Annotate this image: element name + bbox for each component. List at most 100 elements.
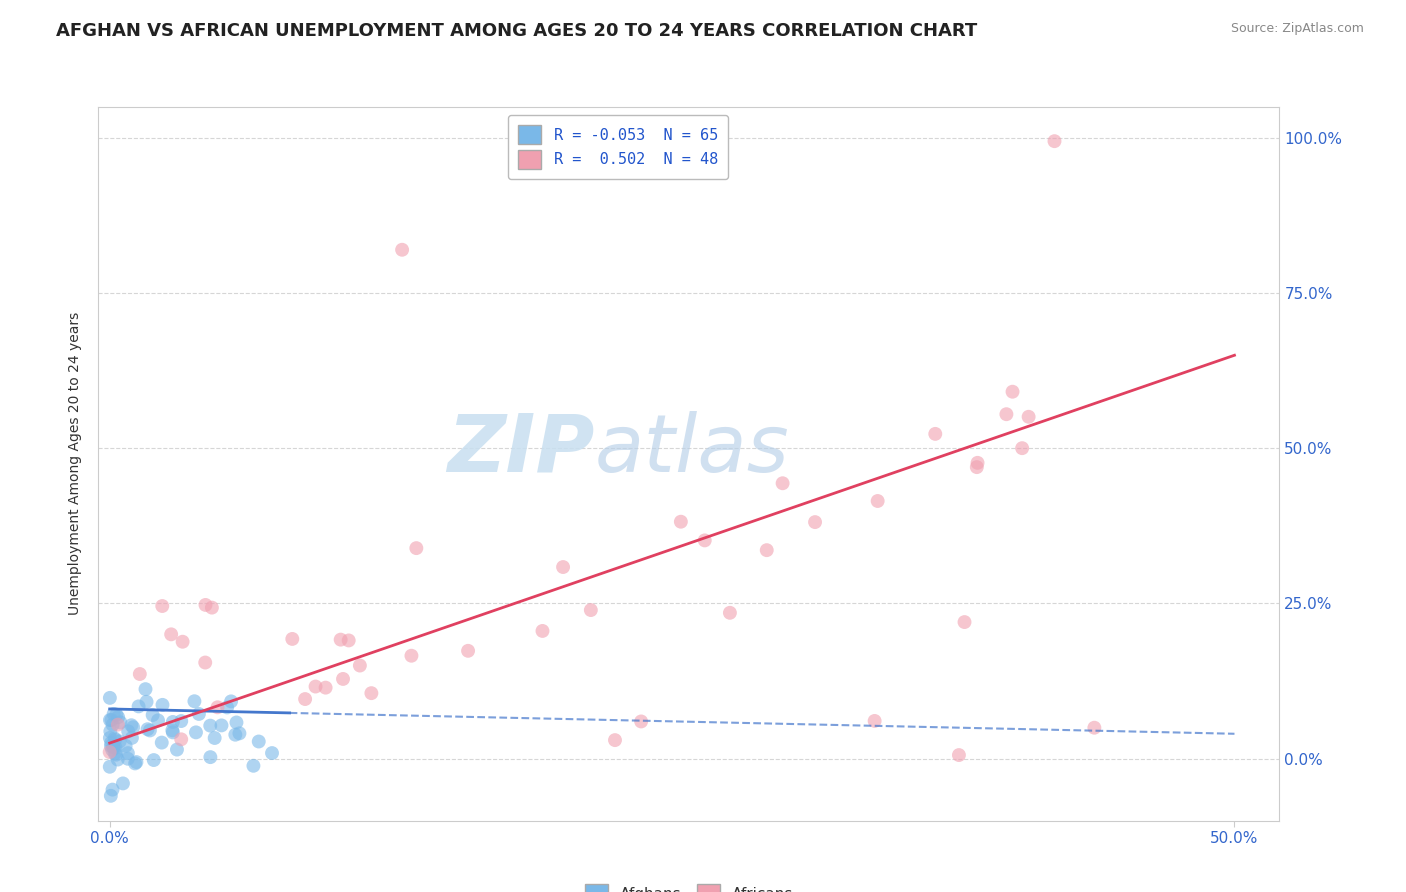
Point <box>104 740 127 755</box>
Point <box>718 606 741 620</box>
Point <box>669 515 692 529</box>
Point <box>120 718 142 732</box>
Point <box>100 789 122 803</box>
Point <box>121 731 143 745</box>
Point <box>98 731 121 745</box>
Point <box>172 634 194 648</box>
Point <box>360 686 382 700</box>
Point <box>200 718 222 732</box>
Point <box>146 714 169 728</box>
Point <box>247 734 270 748</box>
Point <box>194 598 217 612</box>
Point <box>103 731 125 746</box>
Point <box>224 728 246 742</box>
Point <box>966 456 988 470</box>
Point <box>260 746 283 760</box>
Point <box>107 753 129 767</box>
Point <box>1083 721 1105 735</box>
Point <box>401 648 423 663</box>
Point <box>142 708 165 723</box>
Point <box>1011 441 1033 455</box>
Point <box>103 706 125 721</box>
Point <box>139 723 162 738</box>
Point <box>630 714 652 729</box>
Point <box>1001 384 1024 399</box>
Point <box>104 747 127 761</box>
Point <box>332 672 354 686</box>
Point <box>457 644 479 658</box>
Point <box>1043 134 1066 148</box>
Point <box>603 733 626 747</box>
Point <box>134 682 156 697</box>
Point <box>953 615 976 629</box>
Point <box>107 710 129 724</box>
Point <box>391 243 413 257</box>
Point <box>281 632 304 646</box>
Point <box>105 707 128 722</box>
Point <box>995 407 1018 421</box>
Point <box>772 476 794 491</box>
Point <box>135 695 157 709</box>
Point <box>194 656 217 670</box>
Point <box>166 742 188 756</box>
Point <box>160 627 183 641</box>
Legend: Afghans, Africans: Afghans, Africans <box>578 879 800 892</box>
Point <box>337 633 360 648</box>
Point <box>863 714 886 728</box>
Point <box>117 746 139 760</box>
Point <box>579 603 602 617</box>
Point <box>211 718 233 732</box>
Point <box>114 739 136 753</box>
Point <box>100 713 122 727</box>
Point <box>162 723 184 738</box>
Point <box>103 740 125 755</box>
Point <box>207 700 229 714</box>
Point <box>531 624 554 638</box>
Point <box>551 560 574 574</box>
Text: ZIP: ZIP <box>447 410 595 489</box>
Point <box>217 700 239 714</box>
Point <box>122 720 145 734</box>
Point <box>108 734 131 748</box>
Point <box>104 733 127 747</box>
Point <box>142 753 165 767</box>
Point <box>187 706 209 721</box>
Point <box>170 714 193 728</box>
Point <box>98 760 121 774</box>
Point <box>117 724 139 739</box>
Point <box>204 731 226 745</box>
Point <box>866 494 889 508</box>
Text: Source: ZipAtlas.com: Source: ZipAtlas.com <box>1230 22 1364 36</box>
Point <box>101 743 124 757</box>
Point <box>183 694 205 708</box>
Point <box>150 599 173 613</box>
Point <box>966 460 988 475</box>
Point <box>804 515 827 529</box>
Point <box>111 776 134 790</box>
Point <box>948 747 970 762</box>
Point <box>98 724 121 739</box>
Text: atlas: atlas <box>595 410 789 489</box>
Point <box>128 667 150 681</box>
Point <box>405 541 427 555</box>
Point <box>242 758 264 772</box>
Point <box>98 690 121 705</box>
Point <box>693 533 716 548</box>
Point <box>225 715 247 730</box>
Point <box>201 600 224 615</box>
Point <box>294 692 316 706</box>
Point <box>124 756 146 771</box>
Point <box>349 658 371 673</box>
Point <box>924 426 946 441</box>
Text: AFGHAN VS AFRICAN UNEMPLOYMENT AMONG AGES 20 TO 24 YEARS CORRELATION CHART: AFGHAN VS AFRICAN UNEMPLOYMENT AMONG AGE… <box>56 22 977 40</box>
Point <box>162 725 184 739</box>
Point <box>219 694 242 708</box>
Point <box>107 717 129 731</box>
Point <box>329 632 352 647</box>
Point <box>101 718 124 732</box>
Point <box>98 713 121 727</box>
Point <box>100 739 122 753</box>
Point <box>136 723 159 737</box>
Point <box>1018 409 1040 424</box>
Point <box>170 732 193 747</box>
